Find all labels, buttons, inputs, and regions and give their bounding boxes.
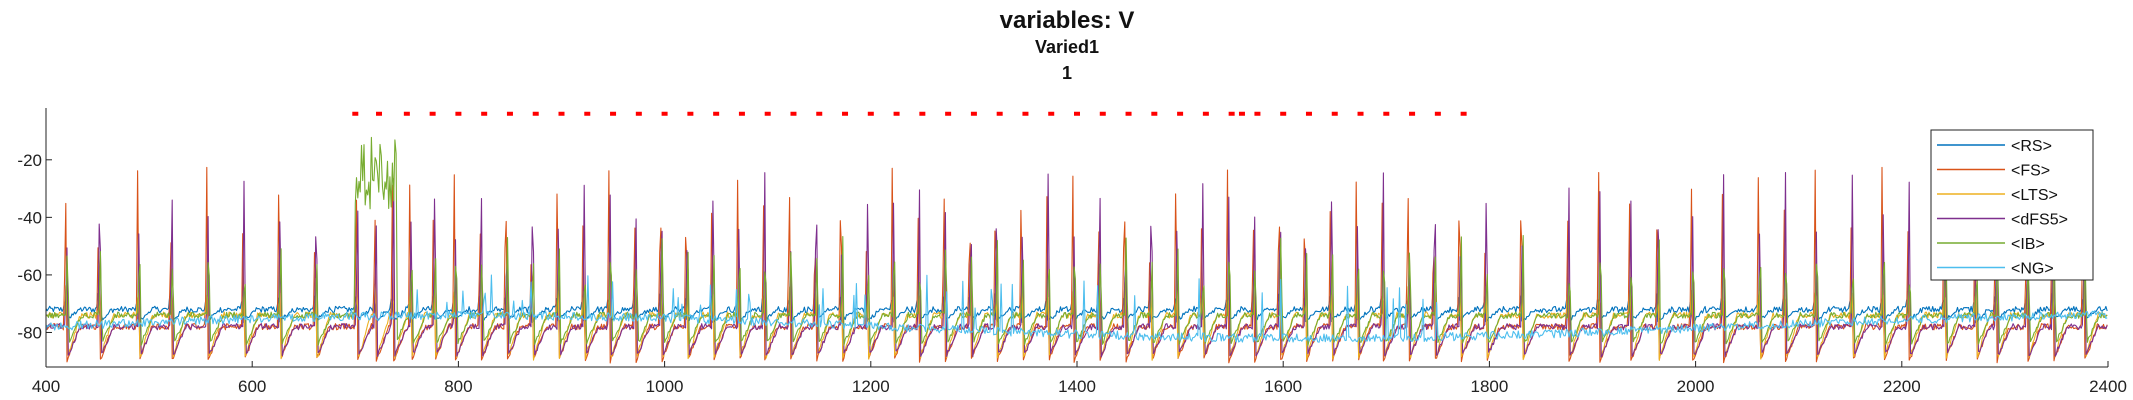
series-line xyxy=(46,172,2108,358)
stimulus-marker xyxy=(1305,111,1312,116)
plot-area: 400 600 800 1000 1200 1400 1600 1800 2000 2200 240… xyxy=(17,108,2127,396)
chart-subtitle: Varied1 xyxy=(1035,37,1099,57)
x-axis: 400 600 800 1000 1200 1400 1600 1800 2000 2200 240… xyxy=(32,361,2127,396)
stimulus-markers xyxy=(352,111,1467,116)
y-tick-label: -20 xyxy=(17,151,42,170)
y-tick-label: -40 xyxy=(17,208,42,227)
stimulus-marker xyxy=(376,111,383,116)
legend-box xyxy=(1930,129,2094,281)
x-tick-label: 800 xyxy=(444,377,472,396)
stimulus-marker xyxy=(1151,111,1158,116)
stimulus-marker xyxy=(481,111,488,116)
stimulus-marker xyxy=(506,111,513,116)
stimulus-marker xyxy=(455,111,462,116)
y-axis: -20 -40 -60 -80 xyxy=(17,151,52,342)
stimulus-marker xyxy=(584,111,591,116)
stimulus-marker xyxy=(1099,111,1106,116)
stimulus-marker xyxy=(713,111,720,116)
stimulus-marker xyxy=(816,111,823,116)
stimulus-marker xyxy=(893,111,900,116)
stimulus-marker xyxy=(1125,111,1132,116)
stimulus-marker xyxy=(1357,111,1364,116)
chart-subtitle-index: 1 xyxy=(1062,63,1072,83)
chart-title: variables: V xyxy=(1000,7,1135,34)
stimulus-marker xyxy=(842,111,849,116)
series-line xyxy=(46,274,2108,343)
stimulus-marker xyxy=(1228,111,1235,116)
stimulus-marker xyxy=(970,111,977,116)
series-line xyxy=(46,136,2108,347)
stimulus-marker xyxy=(661,111,668,116)
stimulus-marker xyxy=(764,111,771,116)
legend-items: <RS> <FS> <LTS> <dFS5> <IB> <NG> xyxy=(1937,138,2068,278)
stimulus-marker xyxy=(532,111,539,116)
legend-label: <FS> xyxy=(2011,163,2050,180)
stimulus-marker xyxy=(610,111,617,116)
series-line xyxy=(46,166,2108,364)
stimulus-marker xyxy=(919,111,926,116)
stimulus-marker xyxy=(429,111,436,116)
y-tick-label: -60 xyxy=(17,266,42,285)
stimulus-marker xyxy=(1434,111,1441,116)
stimulus-marker xyxy=(687,111,694,116)
stimulus-marker xyxy=(1202,111,1209,116)
stimulus-marker xyxy=(790,111,797,116)
legend-label: <RS> xyxy=(2011,138,2052,155)
x-tick-label: 2000 xyxy=(1677,377,1715,396)
x-tick-label: 2400 xyxy=(2089,377,2127,396)
stimulus-marker xyxy=(1409,111,1416,116)
stimulus-marker xyxy=(635,111,642,116)
legend-label: <IB> xyxy=(2011,236,2045,253)
stimulus-marker xyxy=(945,111,952,116)
stimulus-marker xyxy=(867,111,874,116)
series-layer xyxy=(46,136,2108,364)
x-tick-label: 600 xyxy=(238,377,266,396)
x-tick-label: 1000 xyxy=(646,377,684,396)
stimulus-marker xyxy=(403,111,410,116)
x-tick-label: 400 xyxy=(32,377,60,396)
stimulus-marker xyxy=(558,111,565,116)
stimulus-marker xyxy=(1048,111,1055,116)
legend: <RS> <FS> <LTS> <dFS5> <IB> <NG> xyxy=(1930,129,2094,281)
stimulus-marker xyxy=(1177,111,1184,116)
stimulus-marker xyxy=(1238,111,1245,116)
legend-label: <dFS5> xyxy=(2011,212,2068,229)
stimulus-marker xyxy=(1331,111,1338,116)
stimulus-marker xyxy=(996,111,1003,116)
x-tick-label: 1600 xyxy=(1264,377,1302,396)
x-tick-label: 1400 xyxy=(1058,377,1096,396)
stimulus-marker xyxy=(1254,111,1261,116)
legend-label: <NG> xyxy=(2011,261,2054,278)
stimulus-marker xyxy=(1383,111,1390,116)
stimulus-marker xyxy=(1280,111,1287,116)
stimulus-marker xyxy=(1074,111,1080,116)
x-tick-label: 2200 xyxy=(1883,377,1921,396)
x-tick-label: 1800 xyxy=(1470,377,1508,396)
y-tick-label: -80 xyxy=(17,323,42,342)
legend-label: <LTS> xyxy=(2011,187,2058,204)
stimulus-marker xyxy=(1460,111,1467,116)
stimulus-marker xyxy=(352,111,359,116)
stimulus-marker xyxy=(738,111,745,116)
x-tick-label: 1200 xyxy=(852,377,890,396)
stimulus-marker xyxy=(1022,111,1029,116)
